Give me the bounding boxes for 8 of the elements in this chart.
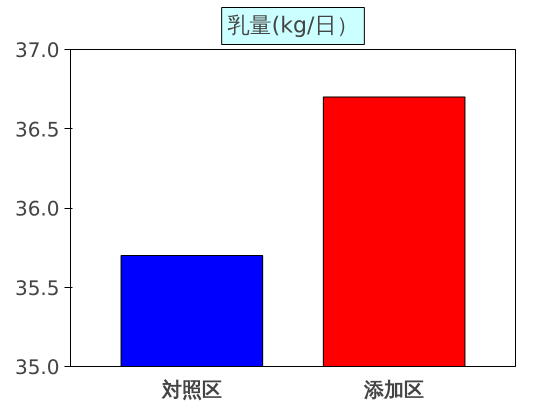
x-tick-label: 対照区 [160, 378, 222, 402]
y-tick-label: 37.0 [14, 38, 60, 62]
y-tick-label: 35.5 [14, 276, 60, 300]
x-tick-label: 添加区 [363, 378, 424, 402]
y-tick-label: 36.5 [14, 117, 60, 142]
chart-title: 乳量(kg/日） [228, 14, 358, 38]
y-tick-label: 36.0 [14, 196, 60, 220]
y-tick-label: 35.0 [14, 355, 60, 379]
